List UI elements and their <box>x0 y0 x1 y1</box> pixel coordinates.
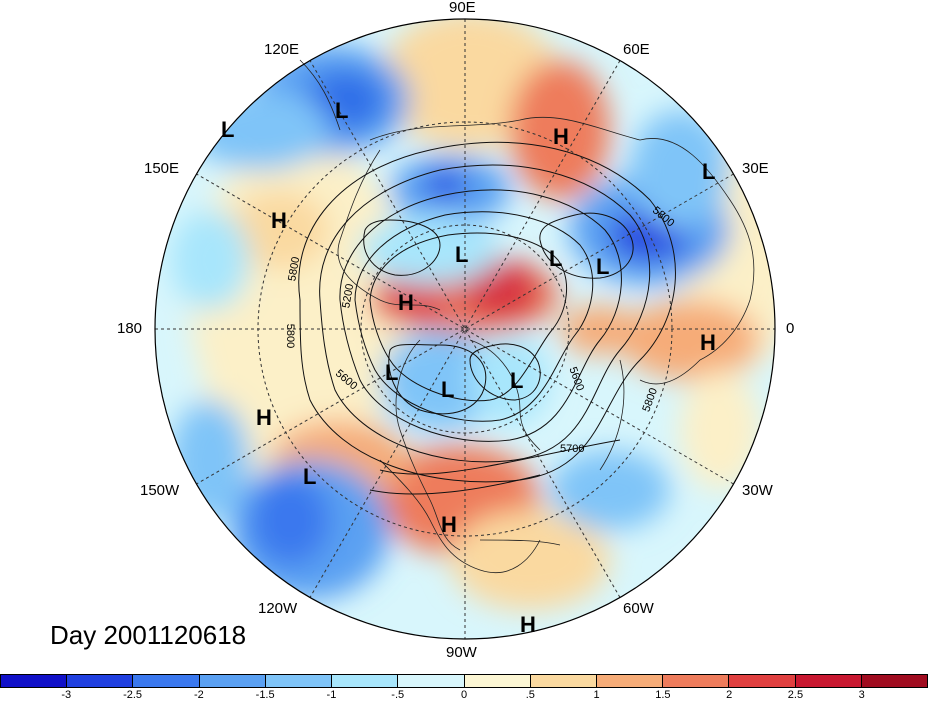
colorbar-swatch <box>596 675 664 687</box>
lon-label-120e: 120E <box>264 41 300 58</box>
contour-label: 5800 <box>284 323 297 349</box>
low-pressure-marker: L <box>596 254 610 279</box>
colorbar-tick-label: -.5 <box>391 689 405 701</box>
colorbar-swatch <box>67 675 134 687</box>
low-pressure-marker: L <box>335 98 349 123</box>
low-pressure-marker: L <box>510 368 524 393</box>
lon-label-30w: 30W <box>742 482 773 499</box>
anomaly-field <box>155 19 775 639</box>
colorbar-tick-label: -1.5 <box>255 689 275 701</box>
high-pressure-marker: H <box>520 612 536 637</box>
lon-label-90w: 90W <box>446 644 477 661</box>
coastlines <box>299 59 755 574</box>
lon-label-60w: 60W <box>623 600 654 617</box>
colorbar-swatch <box>1 675 68 687</box>
high-pressure-marker: H <box>441 512 457 537</box>
colorbar-swatch <box>265 675 333 687</box>
low-pressure-marker: L <box>221 117 235 142</box>
colorbar-tick-label: 1.5 <box>655 689 671 701</box>
date-title: Day 2001120618 <box>50 620 247 650</box>
lon-label-180: 180 <box>117 320 143 337</box>
lon-label-60e: 60E <box>623 41 650 58</box>
low-pressure-marker: L <box>303 464 317 489</box>
low-pressure-marker: L <box>455 242 469 267</box>
low-pressure-marker: L <box>549 246 563 271</box>
lon-label-150e: 150E <box>144 160 180 177</box>
colorbar-tick-label: 3 <box>858 689 865 701</box>
colorbar-ticks: -3 -2.5 -2 -1.5 -1 -.5 0 .5 1 1.5 2 2.5 3 <box>0 689 928 702</box>
colorbar-tick-label: 0 <box>460 689 468 701</box>
contour-label: 5700 <box>560 443 585 455</box>
lon-label-150w: 150W <box>140 482 180 499</box>
lon-label-90e: 90E <box>449 0 476 16</box>
colorbar-swatch <box>199 675 266 687</box>
high-pressure-marker: H <box>271 208 287 233</box>
colorbar-tick-label: -1 <box>326 689 337 701</box>
map-boundary <box>154 18 776 640</box>
colorbar-swatch <box>663 675 730 687</box>
colorbar-tick-label: 2.5 <box>787 689 804 701</box>
colorbar-swatch <box>133 675 200 687</box>
colorbar-swatch <box>332 675 399 687</box>
low-pressure-marker: L <box>385 360 399 385</box>
high-pressure-marker: H <box>398 290 414 315</box>
colorbar-swatch <box>464 675 531 687</box>
colorbar-swatch <box>729 675 796 687</box>
lon-label-30e: 30E <box>742 160 769 177</box>
colorbar-tick-label: .5 <box>525 689 535 701</box>
graticule <box>155 19 775 639</box>
colorbar-swatch <box>861 675 928 687</box>
colorbar-swatch <box>398 675 465 687</box>
colorbar-tick-label: -3 <box>61 689 72 701</box>
low-pressure-marker: L <box>702 159 716 184</box>
colorbar-tick-label: -2 <box>193 689 204 701</box>
colorbar-swatch <box>795 675 862 687</box>
height-contours <box>298 141 676 495</box>
lon-label-0: 0 <box>786 320 795 337</box>
colorbar-tick-label: -2.5 <box>123 689 143 701</box>
colorbar-swatch <box>530 675 597 687</box>
high-pressure-marker: H <box>256 405 272 430</box>
low-pressure-marker: L <box>441 377 455 402</box>
high-pressure-marker: H <box>553 124 569 149</box>
lon-label-120w: 120W <box>258 600 298 617</box>
colorbar-tick-label: 2 <box>726 689 733 701</box>
colorbar <box>0 674 928 688</box>
colorbar-tick-label: 1 <box>593 689 600 701</box>
high-pressure-marker: H <box>700 330 716 355</box>
